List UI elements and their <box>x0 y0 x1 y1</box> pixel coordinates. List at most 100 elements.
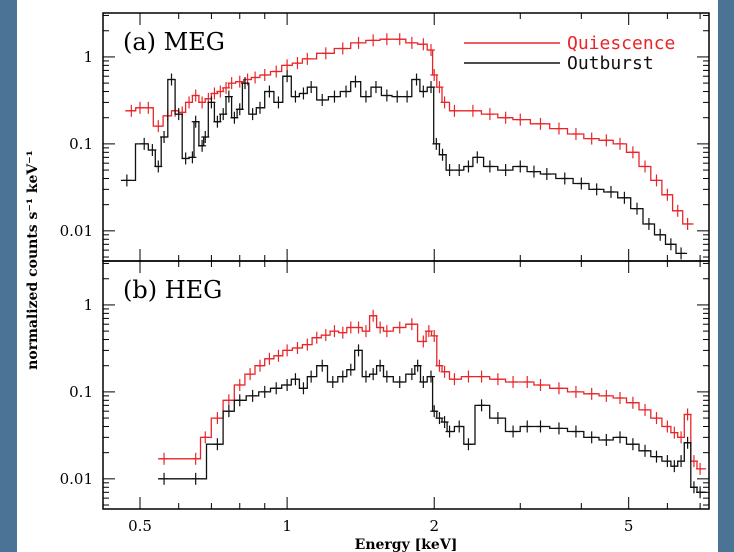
data-point-quiescence <box>154 120 163 133</box>
data-point-quiescence <box>536 117 545 130</box>
data-point-outburst <box>201 131 210 143</box>
data-point-quiescence <box>235 75 244 88</box>
y-tick-label: 1 <box>83 296 93 314</box>
data-point-quiescence <box>641 160 650 173</box>
data-point-outburst <box>683 436 692 449</box>
data-point-quiescence <box>673 204 682 217</box>
data-point-outburst <box>140 137 149 150</box>
data-point-outburst <box>188 151 197 164</box>
data-point-quiescence <box>616 137 625 150</box>
data-point-quiescence <box>191 89 200 102</box>
data-point-quiescence <box>382 33 391 46</box>
panel-heg: 0.01 0.1 1 0.5 1 2 5 (b) HEG <box>60 260 710 535</box>
data-point-outburst <box>328 375 337 388</box>
data-point-quiescence <box>395 33 404 46</box>
data-point-quiescence <box>468 104 477 117</box>
data-point-outburst <box>412 73 421 86</box>
data-point-quiescence <box>293 341 302 354</box>
y-tick-label: 1 <box>83 48 93 66</box>
data-point-outburst <box>455 164 464 177</box>
data-point-outburst <box>191 472 200 485</box>
data-point-outburst <box>354 344 363 357</box>
data-point-quiescence <box>283 344 292 357</box>
data-point-outburst <box>395 375 404 388</box>
data-point-outburst <box>628 438 637 451</box>
x-tick-label: 1 <box>282 517 292 535</box>
data-point-quiescence <box>338 42 347 55</box>
data-point-quiescence <box>222 81 231 94</box>
data-point-quiescence <box>450 373 459 386</box>
data-point-outburst <box>338 370 347 383</box>
data-point-quiescence <box>485 108 494 121</box>
data-point-quiescence <box>303 52 312 65</box>
data-point-quiescence <box>260 68 269 81</box>
data-point-outburst <box>419 375 428 388</box>
data-point-outburst <box>235 394 244 407</box>
data-point-quiescence <box>440 96 449 109</box>
data-point-quiescence <box>430 68 439 81</box>
data-point-quiescence <box>227 77 236 90</box>
chart-frame: 0.01 0.1 1 (a) MEG Quiescence Outburst 0.0… <box>17 0 718 552</box>
data-point-quiescence <box>321 329 330 342</box>
data-point-quiescence <box>369 309 378 322</box>
data-point-outburst <box>330 90 339 103</box>
data-point-outburst <box>224 90 233 103</box>
legend: Quiescence Outburst <box>464 33 675 74</box>
data-point-outburst <box>529 165 538 178</box>
data-point-quiescence <box>477 370 486 383</box>
data-point-quiescence <box>185 96 194 109</box>
data-point-outburst <box>554 422 563 435</box>
data-point-quiescence <box>235 379 244 391</box>
data-point-quiescence <box>395 321 404 334</box>
data-point-quiescence <box>136 101 145 114</box>
x-tick-label: 2 <box>429 517 439 535</box>
data-point-outburst <box>464 438 473 451</box>
data-point-outburst <box>371 81 380 94</box>
data-point-outburst <box>516 160 525 173</box>
data-point-outburst <box>571 425 580 438</box>
data-point-quiescence <box>213 412 222 425</box>
data-point-quiescence <box>216 85 225 98</box>
data-point-quiescence <box>587 132 596 145</box>
data-point-outburst <box>542 168 551 181</box>
data-point-outburst <box>670 460 679 473</box>
data-point-quiescence <box>683 217 692 230</box>
data-point-outburst <box>160 131 169 143</box>
panel-heg-ticks: 0.01 0.1 1 0.5 1 2 5 <box>60 261 709 535</box>
data-point-quiescence <box>303 338 312 351</box>
data-point-quiescence <box>435 359 444 372</box>
data-point-quiescence <box>274 349 283 362</box>
data-point-outburst <box>265 85 274 98</box>
data-point-outburst <box>455 420 464 433</box>
data-point-outburst <box>523 420 532 433</box>
data-point-quiescence <box>246 368 255 381</box>
data-point-outburst <box>346 363 355 376</box>
data-point-outburst <box>501 164 510 177</box>
data-point-outburst <box>240 77 249 90</box>
data-point-quiescence <box>652 412 661 425</box>
data-point-outburst <box>283 70 292 83</box>
data-point-outburst <box>361 370 370 383</box>
data-point-outburst <box>274 96 283 109</box>
data-point-outburst <box>641 444 650 457</box>
data-point-outburst <box>432 137 441 150</box>
data-point-outburst <box>299 87 308 100</box>
data-point-quiescence <box>435 81 444 94</box>
data-point-outburst <box>174 108 183 121</box>
y-axis-title: normalized counts s⁻¹ keV⁻¹ <box>25 150 41 370</box>
data-point-quiescence <box>523 375 532 388</box>
data-point-quiescence <box>587 387 596 400</box>
data-point-quiescence <box>382 325 391 338</box>
data-point-outburst <box>382 89 391 102</box>
data-point-quiescence <box>430 329 439 342</box>
data-point-quiescence <box>663 188 672 201</box>
x-axis-title: Energy [keV] <box>355 537 458 552</box>
series-line-outburst <box>158 349 707 493</box>
data-point-quiescence <box>210 87 219 100</box>
data-point-quiescence <box>354 36 363 49</box>
data-point-outburst <box>376 359 385 372</box>
data-point-quiescence <box>255 359 264 372</box>
data-point-outburst <box>213 438 222 451</box>
data-point-outburst <box>351 75 360 88</box>
data-point-quiescence <box>641 403 650 416</box>
